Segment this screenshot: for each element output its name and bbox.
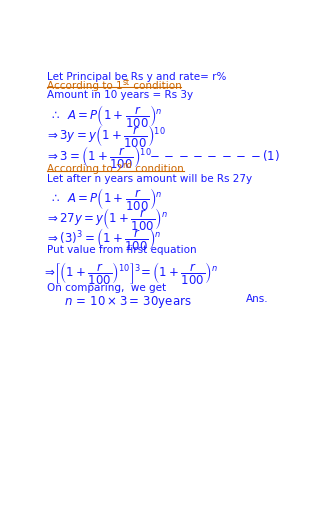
Text: st: st: [123, 77, 130, 87]
Text: $\therefore\;\; A=P\left(1+\dfrac{r}{100}\right)^{n}$: $\therefore\;\; A=P\left(1+\dfrac{r}{100…: [49, 186, 163, 212]
Text: Put value from first equation: Put value from first equation: [47, 245, 197, 255]
Text: Let Principal be Rs y and rate= r%: Let Principal be Rs y and rate= r%: [47, 72, 226, 82]
Text: condition: condition: [133, 164, 184, 174]
Text: Let after n years amount will be Rs 27y: Let after n years amount will be Rs 27y: [47, 174, 252, 184]
Text: $\Rightarrow (3)^{3}=\left(1+\dfrac{r}{100}\right)^{n}$: $\Rightarrow (3)^{3}=\left(1+\dfrac{r}{1…: [44, 226, 161, 252]
Text: $\therefore\;\; A=P\left(1+\dfrac{r}{100}\right)^{n}$: $\therefore\;\; A=P\left(1+\dfrac{r}{100…: [49, 103, 163, 129]
Text: $n\,=\,10\times 3=\,30\mathrm{years}$: $n\,=\,10\times 3=\,30\mathrm{years}$: [64, 294, 192, 310]
Text: nd: nd: [123, 161, 133, 170]
Text: According to 2: According to 2: [47, 164, 123, 174]
Text: Ans.: Ans.: [246, 294, 268, 304]
Text: $\Rightarrow\!\left[\left(1+\dfrac{r}{100}\right)^{10}\right]^{3}\!=\left(1+\dfr: $\Rightarrow\!\left[\left(1+\dfrac{r}{10…: [42, 260, 218, 286]
Text: condition: condition: [130, 81, 182, 91]
Text: On comparing,  we get: On comparing, we get: [47, 283, 166, 293]
Text: Amount in 10 years = Rs 3y: Amount in 10 years = Rs 3y: [47, 90, 193, 100]
Text: $\Rightarrow 3=\left(1+\dfrac{r}{100}\right)^{10}\!\!--------(1)$: $\Rightarrow 3=\left(1+\dfrac{r}{100}\ri…: [44, 144, 280, 170]
Text: According to 1: According to 1: [47, 81, 123, 91]
Text: $\Rightarrow 27y=y\left(1+\dfrac{r}{100}\right)^{n}$: $\Rightarrow 27y=y\left(1+\dfrac{r}{100}…: [44, 206, 168, 232]
Text: $\Rightarrow 3y=y\left(1+\dfrac{r}{100}\right)^{10}$: $\Rightarrow 3y=y\left(1+\dfrac{r}{100}\…: [44, 123, 165, 149]
